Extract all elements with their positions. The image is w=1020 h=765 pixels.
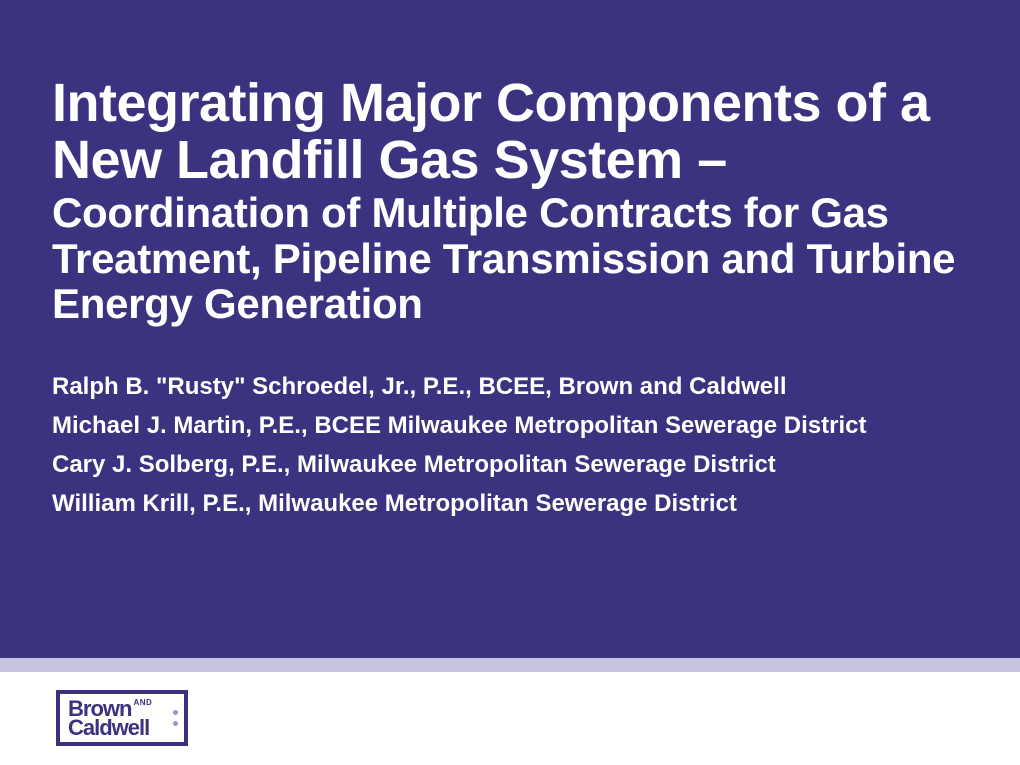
author-line: Michael J. Martin, P.E., BCEE Milwaukee … [52, 409, 972, 444]
logo-text: BrownAND Caldwell [68, 699, 152, 738]
title-main: Integrating Major Components of a New La… [52, 75, 972, 188]
logo-brown-and-caldwell: BrownAND Caldwell [52, 686, 192, 750]
title-subtitle: Coordination of Multiple Contracts for G… [52, 190, 972, 326]
logo-dots [173, 710, 178, 726]
author-line: Ralph B. "Rusty" Schroedel, Jr., P.E., B… [52, 370, 972, 405]
author-line: Cary J. Solberg, P.E., Milwaukee Metropo… [52, 448, 972, 483]
logo-dot [173, 721, 178, 726]
logo-frame: BrownAND Caldwell [56, 690, 188, 746]
title-panel: Integrating Major Components of a New La… [0, 0, 1020, 658]
slide: Integrating Major Components of a New La… [0, 0, 1020, 765]
logo-and: AND [133, 698, 152, 707]
logo-dot [173, 710, 178, 715]
author-list: Ralph B. "Rusty" Schroedel, Jr., P.E., B… [52, 370, 972, 521]
footer-accent-band [0, 658, 1020, 672]
logo-line2: Caldwell [68, 715, 149, 740]
author-line: William Krill, P.E., Milwaukee Metropoli… [52, 487, 972, 522]
